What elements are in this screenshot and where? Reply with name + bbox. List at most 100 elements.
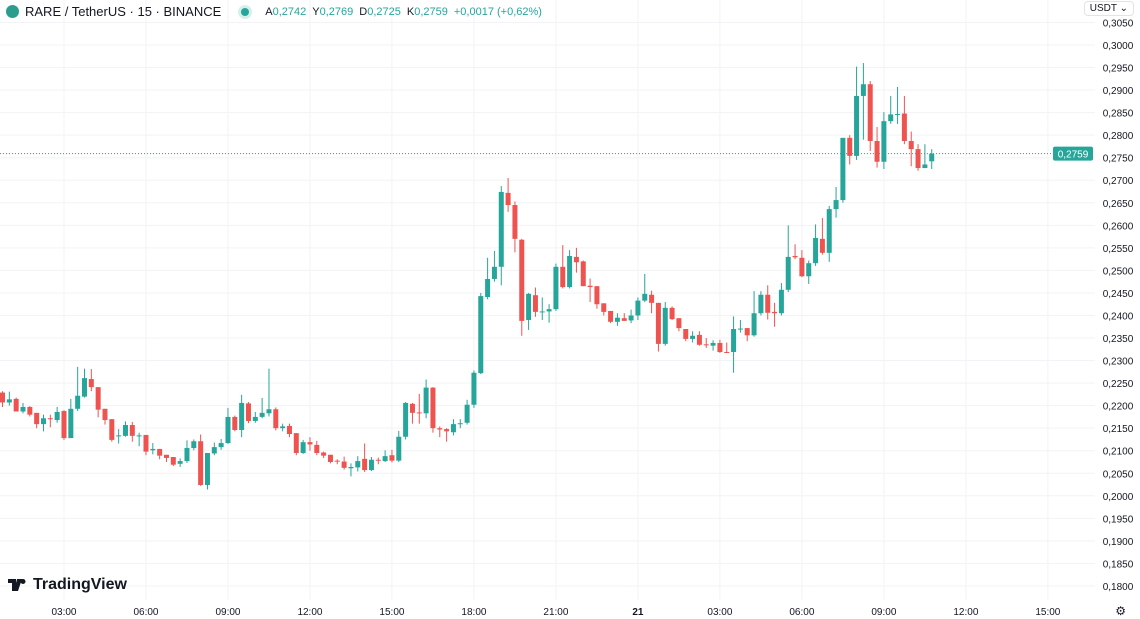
- open-label: A: [265, 5, 273, 18]
- currency-selector[interactable]: USDT ⌄: [1083, 1, 1134, 16]
- candle: [457, 419, 463, 429]
- y-tick-label: 0,2200: [1103, 402, 1134, 413]
- candle-body: [703, 344, 709, 346]
- candle: [498, 186, 504, 286]
- candle: [512, 201, 518, 253]
- candle: [102, 408, 108, 425]
- candle-body: [300, 442, 306, 453]
- candle-body: [61, 411, 67, 439]
- gear-icon[interactable]: ⚙: [1115, 604, 1126, 618]
- candle-body: [68, 408, 74, 439]
- candle-body: [772, 311, 778, 314]
- candle: [778, 283, 784, 316]
- candle-body: [13, 398, 19, 412]
- y-tick-label: 0,2900: [1103, 86, 1134, 97]
- candle: [184, 440, 190, 463]
- x-tick-label: 06:00: [133, 607, 158, 618]
- candle: [109, 419, 115, 442]
- candle: [491, 251, 497, 282]
- candle-body: [198, 441, 204, 485]
- candle-body: [450, 424, 456, 433]
- candle: [239, 394, 245, 438]
- candle-body: [765, 294, 771, 313]
- y-tick-label: 0,2150: [1103, 424, 1134, 435]
- candle: [116, 429, 122, 444]
- candle-body: [881, 121, 887, 162]
- candle-body: [416, 412, 422, 414]
- y-tick-label: 0,2100: [1103, 447, 1134, 458]
- candle-body: [437, 428, 443, 430]
- candle-body: [744, 328, 750, 336]
- candle: [628, 309, 634, 324]
- candle: [546, 304, 552, 323]
- y-tick-label: 0,3050: [1103, 18, 1134, 29]
- candle: [792, 244, 798, 260]
- candle: [136, 432, 142, 447]
- candle: [122, 421, 128, 437]
- x-tick-label: 03:00: [707, 607, 732, 618]
- candle-body: [833, 200, 839, 210]
- symbol-title[interactable]: RARE / TetherUS · 15 · BINANCE: [25, 4, 222, 19]
- last-price-badge: [1053, 146, 1093, 161]
- candle: [560, 245, 566, 289]
- candle-body: [368, 459, 374, 471]
- candle-body: [512, 205, 518, 239]
- candle-body: [184, 448, 190, 462]
- candle-body: [580, 261, 586, 287]
- candle-body: [669, 307, 675, 320]
- candle-body: [259, 412, 265, 417]
- candle-body: [40, 418, 46, 425]
- candle-body: [321, 452, 327, 456]
- candle-body: [211, 447, 217, 454]
- candle: [129, 421, 135, 442]
- candle-body: [567, 255, 573, 288]
- candle: [539, 297, 545, 320]
- y-tick-label: 0,2250: [1103, 379, 1134, 390]
- candle: [669, 306, 675, 320]
- candle: [594, 286, 600, 309]
- candle-body: [895, 113, 901, 115]
- candle-body: [382, 456, 388, 462]
- candle: [553, 263, 559, 311]
- candle: [854, 66, 860, 160]
- candle-body: [532, 295, 538, 312]
- candle-body: [314, 444, 320, 453]
- candle: [409, 402, 415, 424]
- candle: [362, 443, 368, 472]
- candle-body: [683, 329, 689, 339]
- y-tick-label: 0,2300: [1103, 357, 1134, 368]
- candle-body: [122, 425, 128, 436]
- close-value: 0,2759: [414, 5, 448, 18]
- candle-body: [751, 313, 757, 336]
- candle-body: [396, 436, 402, 461]
- candle-body: [157, 448, 163, 456]
- tradingview-logo[interactable]: TradingView: [8, 576, 127, 594]
- candle-body: [758, 294, 764, 314]
- candle: [881, 112, 887, 169]
- candle-body: [81, 378, 87, 397]
- candle-body: [526, 293, 532, 320]
- candle-body: [553, 266, 559, 310]
- candle: [662, 301, 668, 346]
- candle-body: [0, 392, 5, 403]
- candle-body: [34, 412, 40, 425]
- x-tick-label: 15:00: [379, 607, 404, 618]
- candle-body: [792, 255, 798, 258]
- candle-body: [252, 416, 258, 421]
- candle-body: [375, 459, 381, 461]
- y-tick-label: 0,2800: [1103, 131, 1134, 142]
- candle-body: [163, 454, 169, 458]
- candle-body: [813, 237, 819, 264]
- ohlc-values: A0,2742 Y0,2769 D0,2725 K0,2759 +0,0017 …: [265, 6, 542, 18]
- candle: [806, 260, 812, 284]
- candle-body: [874, 141, 880, 162]
- candle: [61, 410, 67, 440]
- y-tick-label: 0,2750: [1103, 154, 1134, 165]
- candle: [621, 313, 627, 321]
- candle: [355, 456, 361, 472]
- candle: [403, 402, 409, 440]
- candle: [826, 205, 832, 262]
- candle-body: [362, 458, 368, 471]
- candle: [888, 95, 894, 124]
